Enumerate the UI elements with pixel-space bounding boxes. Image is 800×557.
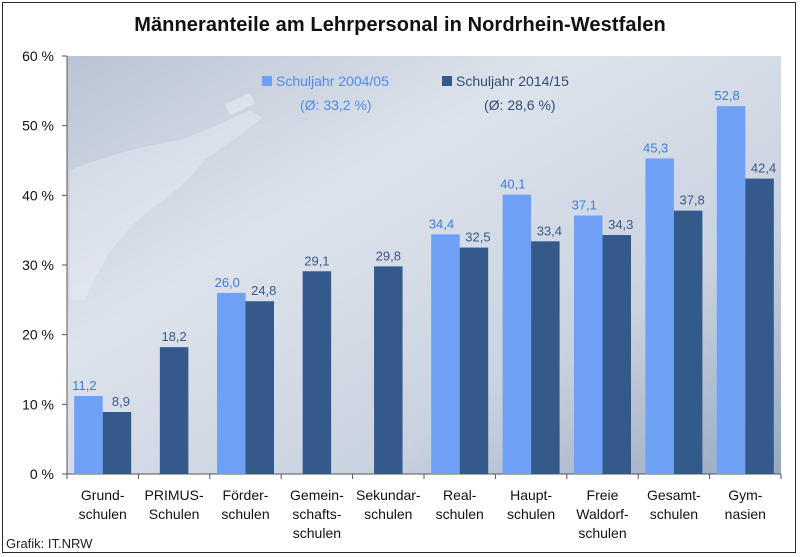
category-label: PRIMUS-Schulen <box>145 487 204 522</box>
data-label-2004-05: 52,8 <box>714 88 739 103</box>
category-label: Real-schulen <box>436 487 484 522</box>
data-label-2004-05: 26,0 <box>215 275 240 290</box>
legend-note-2004-05: (Ø: 33,2 %) <box>300 97 372 113</box>
bar-2004-05 <box>645 158 674 474</box>
category-label: Förder-schulen <box>221 487 269 522</box>
category-label: Freie Waldorf-schulen <box>576 487 629 541</box>
bar-2014-15 <box>531 241 560 474</box>
bar-2004-05 <box>502 194 532 475</box>
bar-2004-05 <box>431 234 460 474</box>
data-label-2014-15: 18,2 <box>161 329 186 344</box>
bar-2014-15 <box>159 347 189 474</box>
category-label: Gesamt-schulen <box>647 487 701 522</box>
source-credit: Grafik: IT.NRW <box>6 536 93 551</box>
bar-2004-05 <box>716 106 746 474</box>
data-label-2014-15: 42,4 <box>751 161 776 176</box>
bar-2004-05 <box>574 215 603 474</box>
legend-swatch-2004-05 <box>262 76 272 86</box>
data-label-2014-15: 29,8 <box>376 248 401 263</box>
bar-2014-15 <box>602 235 631 474</box>
y-tick-label: 20 % <box>22 327 54 343</box>
data-label-2014-15: 8,9 <box>112 394 130 409</box>
category-label: Haupt-schulen <box>507 487 555 522</box>
bar-2014-15 <box>374 266 403 474</box>
y-tick-label: 0 % <box>30 466 54 482</box>
y-tick-label: 60 % <box>22 48 54 64</box>
data-label-2014-15: 24,8 <box>251 283 276 298</box>
category-label: Sekundar-schulen <box>356 487 421 522</box>
y-tick-label: 10 % <box>22 396 54 412</box>
background-hand-illustration <box>70 93 262 300</box>
data-label-2004-05: 40,1 <box>500 177 525 192</box>
category-label: Grund-schulen <box>79 487 127 522</box>
y-tick-label: 50 % <box>22 118 54 134</box>
bar-2014-15 <box>673 210 703 474</box>
legend-swatch-2014-15 <box>442 76 452 86</box>
data-label-2004-05: 34,4 <box>429 216 454 231</box>
bar-2004-05 <box>74 395 103 474</box>
data-label-2014-15: 37,8 <box>679 193 704 208</box>
bar-2004-05 <box>217 292 246 474</box>
bar-2014-15 <box>302 271 332 474</box>
data-label-2014-15: 34,3 <box>608 217 633 232</box>
chart-title: Männeranteile am Lehrpersonal in Nordrhe… <box>134 14 666 36</box>
bar-2014-15 <box>459 247 489 474</box>
bar-2014-15 <box>102 411 132 474</box>
legend-label-2004-05: Schuljahr 2004/05 <box>276 73 389 89</box>
data-label-2004-05: 45,3 <box>643 140 668 155</box>
y-tick-label: 40 % <box>22 187 54 203</box>
data-label-2014-15: 32,5 <box>465 230 490 245</box>
data-label-2004-05: 37,1 <box>572 198 597 213</box>
category-label: Gym-nasien <box>725 487 766 522</box>
legend-note-2014-15: (Ø: 28,6 %) <box>484 97 556 113</box>
data-label-2014-15: 29,1 <box>304 253 329 268</box>
bar-2014-15 <box>245 301 274 474</box>
y-tick-label: 30 % <box>22 257 54 273</box>
data-label-2014-15: 33,4 <box>537 223 562 238</box>
category-label: Gemein-schafts-schulen <box>290 487 344 541</box>
data-label-2004-05: 11,2 <box>72 378 96 393</box>
bar-2014-15 <box>745 178 774 474</box>
legend-label-2014-15: Schuljahr 2014/15 <box>456 73 569 89</box>
